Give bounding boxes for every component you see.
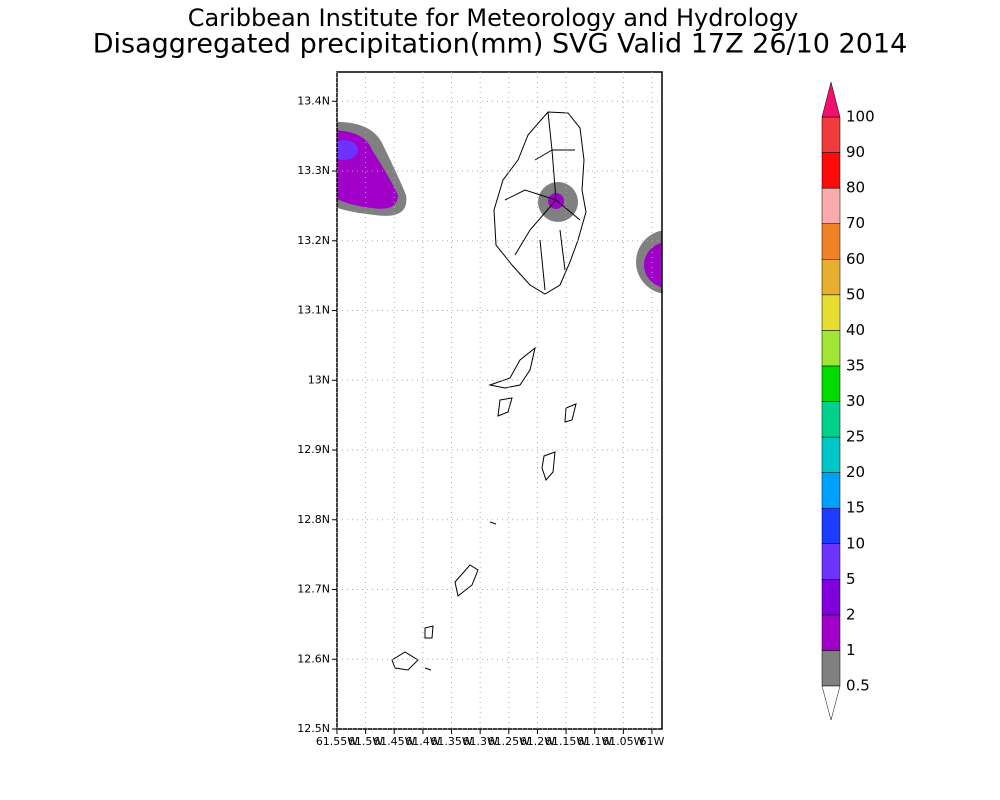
colorbar-segment — [821, 330, 841, 367]
colorbar-segment — [821, 152, 841, 189]
x-tick-label: 61.55W — [316, 735, 358, 748]
x-tick-label: 61.15W — [545, 735, 587, 748]
x-tick-label: 61.05W — [602, 735, 644, 748]
colorbar-segment — [821, 365, 841, 402]
colorbar-label: 30 — [846, 392, 865, 410]
colorbar-segment — [821, 116, 841, 153]
x-tick-label: 61.4W — [405, 735, 440, 748]
colorbar-segment — [821, 614, 841, 651]
colorbar-segment — [821, 223, 841, 260]
x-tick-label: 61.2W — [520, 735, 555, 748]
y-tick-label: 13.1N — [297, 304, 330, 317]
y-tick-label: 12.9N — [297, 443, 330, 456]
colorbar-label: 20 — [846, 463, 865, 481]
colorbar-label: 2 — [846, 605, 856, 623]
colorbar-label: 90 — [846, 143, 865, 161]
x-tick-label: 61.35W — [430, 735, 472, 748]
y-tick-label: 12.6N — [297, 652, 330, 665]
x-tick-label: 61W — [640, 735, 665, 748]
y-tick-label: 13N — [308, 373, 330, 386]
colorbar-label: 40 — [846, 321, 865, 339]
colorbar-label: 80 — [846, 179, 865, 197]
plot-frame — [336, 71, 663, 730]
x-tick-label: 61.1W — [577, 735, 612, 748]
colorbar-segment — [821, 472, 841, 509]
y-tick-label: 13.2N — [297, 234, 330, 247]
colorbar-segment — [821, 187, 841, 224]
colorbar-label: 70 — [846, 214, 865, 232]
colorbar-label: 5 — [846, 570, 856, 588]
chart-title: Caribbean Institute for Meteorology and … — [188, 4, 799, 32]
x-tick-label: 61.25W — [488, 735, 530, 748]
colorbar-label: 50 — [846, 285, 865, 303]
colorbar-segment — [821, 507, 841, 544]
y-tick-label: 13.3N — [297, 164, 330, 177]
y-tick-label: 12.8N — [297, 513, 330, 526]
y-tick-label: 12.7N — [297, 583, 330, 596]
precip-area — [337, 140, 358, 160]
colorbar-label: 35 — [846, 356, 865, 374]
colorbar-over — [821, 81, 841, 118]
chart-subtitle: Disaggregated precipitation(mm) SVG Vali… — [93, 29, 908, 60]
colorbar-segment — [821, 579, 841, 616]
colorbar-label: 10 — [846, 534, 865, 552]
precipitation — [337, 121, 662, 294]
colorbar-segment — [821, 543, 841, 580]
coastlines — [391, 111, 587, 671]
colorbar-segment — [821, 436, 841, 473]
colorbar-label: 60 — [846, 250, 865, 268]
colorbar-label: 15 — [846, 499, 865, 517]
colorbar-segment — [821, 650, 841, 687]
colorbar-label: 0.5 — [846, 677, 870, 695]
x-tick-label: 61.3W — [462, 735, 497, 748]
y-tick-label: 12.5N — [297, 722, 330, 735]
colorbar-segment — [821, 294, 841, 331]
colorbar-label: 100 — [846, 108, 875, 126]
map — [337, 111, 662, 671]
colorbar-label: 1 — [846, 641, 856, 659]
y-tick-label: 13.4N — [297, 94, 330, 107]
colorbar-segment — [821, 259, 841, 296]
colorbar-under — [821, 685, 841, 721]
x-tick-label: 61.45W — [373, 735, 415, 748]
x-tick-label: 61.5W — [348, 735, 383, 748]
colorbar-segment — [821, 401, 841, 438]
precip-area — [644, 242, 662, 288]
colorbar-label: 25 — [846, 428, 865, 446]
